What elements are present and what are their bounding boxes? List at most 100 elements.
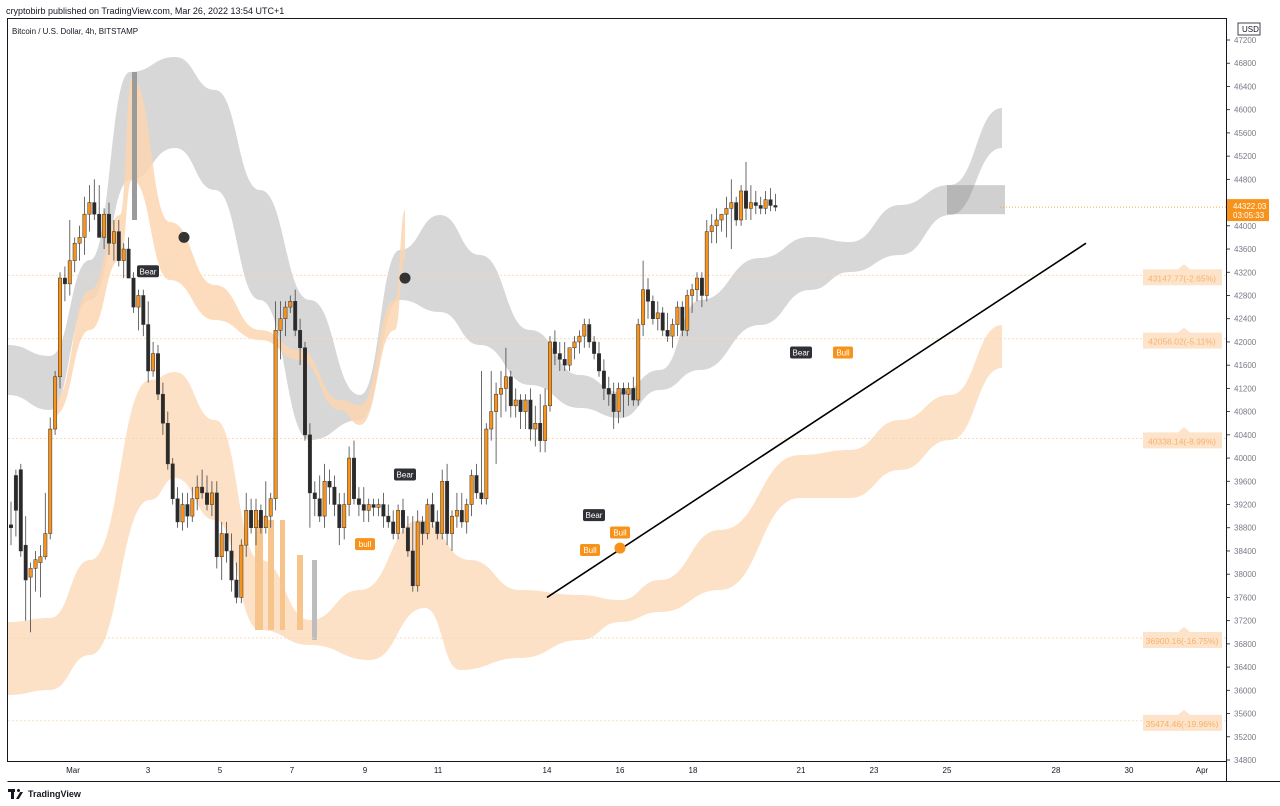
price-tick-label: 44800 (1234, 175, 1257, 184)
candle-body (763, 199, 768, 209)
candle-body (244, 510, 249, 546)
candle-body (479, 492, 484, 499)
price-tick-label: 36000 (1234, 686, 1257, 695)
highlight-stripe-3 (297, 555, 303, 630)
candle-body (317, 498, 322, 517)
candle-body (9, 524, 13, 528)
level-label: 36900.16(-16.75%) (1146, 636, 1219, 646)
level-label-box (1143, 709, 1222, 731)
currency-label: USD (1242, 25, 1259, 34)
candle-body (175, 498, 180, 523)
range-highlight-box (947, 185, 1005, 215)
footer: TradingView (8, 787, 81, 801)
signal-label-text: Bear (397, 470, 414, 479)
candle-body (425, 504, 430, 534)
candle-body (185, 504, 190, 517)
last-price-tag (1227, 199, 1269, 222)
candle-body (660, 312, 665, 331)
candle-body (597, 353, 601, 372)
candle-body (273, 330, 278, 499)
candle-body (748, 202, 753, 209)
candle-body (592, 341, 597, 354)
candle-body (582, 324, 587, 337)
price-axis: 4720046800464004600045600452004480044400… (1000, 22, 1269, 765)
candle-body (739, 190, 744, 221)
candle-body (180, 504, 185, 523)
price-tick-label: 35200 (1234, 733, 1257, 742)
candle-body (435, 521, 440, 534)
price-tick-label: 36800 (1234, 640, 1257, 649)
price-tick-label: 36400 (1234, 663, 1257, 672)
price-tick-label: 40000 (1234, 454, 1257, 463)
candle-body (396, 510, 401, 534)
candle-body (18, 469, 23, 552)
candle-body (744, 190, 748, 209)
candle-body (699, 277, 704, 296)
candle-body (307, 434, 312, 494)
publish-info: cryptobirb published on TradingView.com,… (6, 6, 285, 16)
candle-body (205, 492, 209, 505)
signal-label-text: bull (359, 540, 372, 549)
candle-body (263, 515, 268, 528)
candle-body (714, 219, 719, 227)
candle-body (151, 353, 156, 372)
candle-body (102, 213, 107, 238)
candle-body (641, 289, 646, 325)
time-tick-label: 28 (1052, 766, 1061, 775)
candle-body (229, 550, 234, 581)
time-tick-label: 5 (218, 766, 223, 775)
candle-body (567, 347, 572, 366)
level-label: 42056.02(-5.11%) (1148, 337, 1216, 347)
candle-body (209, 492, 214, 505)
candle-body (626, 388, 631, 395)
candle-body (685, 295, 690, 331)
candle-body (611, 393, 616, 412)
candle-body (690, 289, 695, 296)
price-tick-label: 37200 (1234, 617, 1257, 626)
signal-label-text: Bear (140, 267, 157, 276)
candle-body (48, 428, 53, 534)
last-price-value: 44322.03 (1233, 202, 1267, 211)
gray-stripe (132, 72, 137, 220)
price-tick-label: 39600 (1234, 477, 1257, 486)
bear-signal-label (137, 265, 159, 278)
candle-body (440, 481, 445, 534)
level-label: 43147.77(-2.65%) (1148, 273, 1216, 283)
candle-body (538, 422, 543, 441)
candle-body (454, 510, 459, 517)
price-tick-label: 42800 (1234, 291, 1257, 300)
price-tick-label: 47200 (1234, 36, 1257, 45)
highlight-stripe-1 (268, 520, 274, 630)
price-tick-label: 43600 (1234, 245, 1257, 254)
candle-body (474, 475, 479, 494)
price-tick-label: 46000 (1234, 106, 1257, 115)
candle-body (670, 324, 675, 337)
candle-body (352, 457, 356, 499)
candle-body (67, 260, 72, 285)
price-tick-label: 45600 (1234, 129, 1257, 138)
candle-body (724, 208, 729, 215)
bands-layer (8, 57, 1002, 695)
bull-signal-label (833, 346, 853, 359)
price-tick-label: 39200 (1234, 501, 1257, 510)
candle-body (195, 486, 200, 499)
candle-body (557, 353, 562, 360)
signal-label-text: Bear (793, 349, 810, 358)
candle-body (631, 388, 636, 401)
price-tick-label: 34800 (1234, 756, 1257, 765)
candle-body (160, 393, 165, 424)
candle-body (121, 248, 126, 261)
candle-body (680, 306, 685, 331)
candle-body (371, 504, 376, 508)
candle-body (616, 388, 621, 412)
candle-body (606, 388, 611, 395)
candle-body (337, 504, 342, 528)
candle-body (13, 475, 18, 511)
price-tick-label: 40400 (1234, 431, 1257, 440)
candle-body (131, 277, 136, 308)
candle-body (552, 341, 557, 354)
price-tick-label: 38000 (1234, 570, 1257, 579)
price-tick-label: 37600 (1234, 593, 1257, 602)
candle-body (528, 399, 533, 430)
candles-layer (9, 161, 778, 633)
